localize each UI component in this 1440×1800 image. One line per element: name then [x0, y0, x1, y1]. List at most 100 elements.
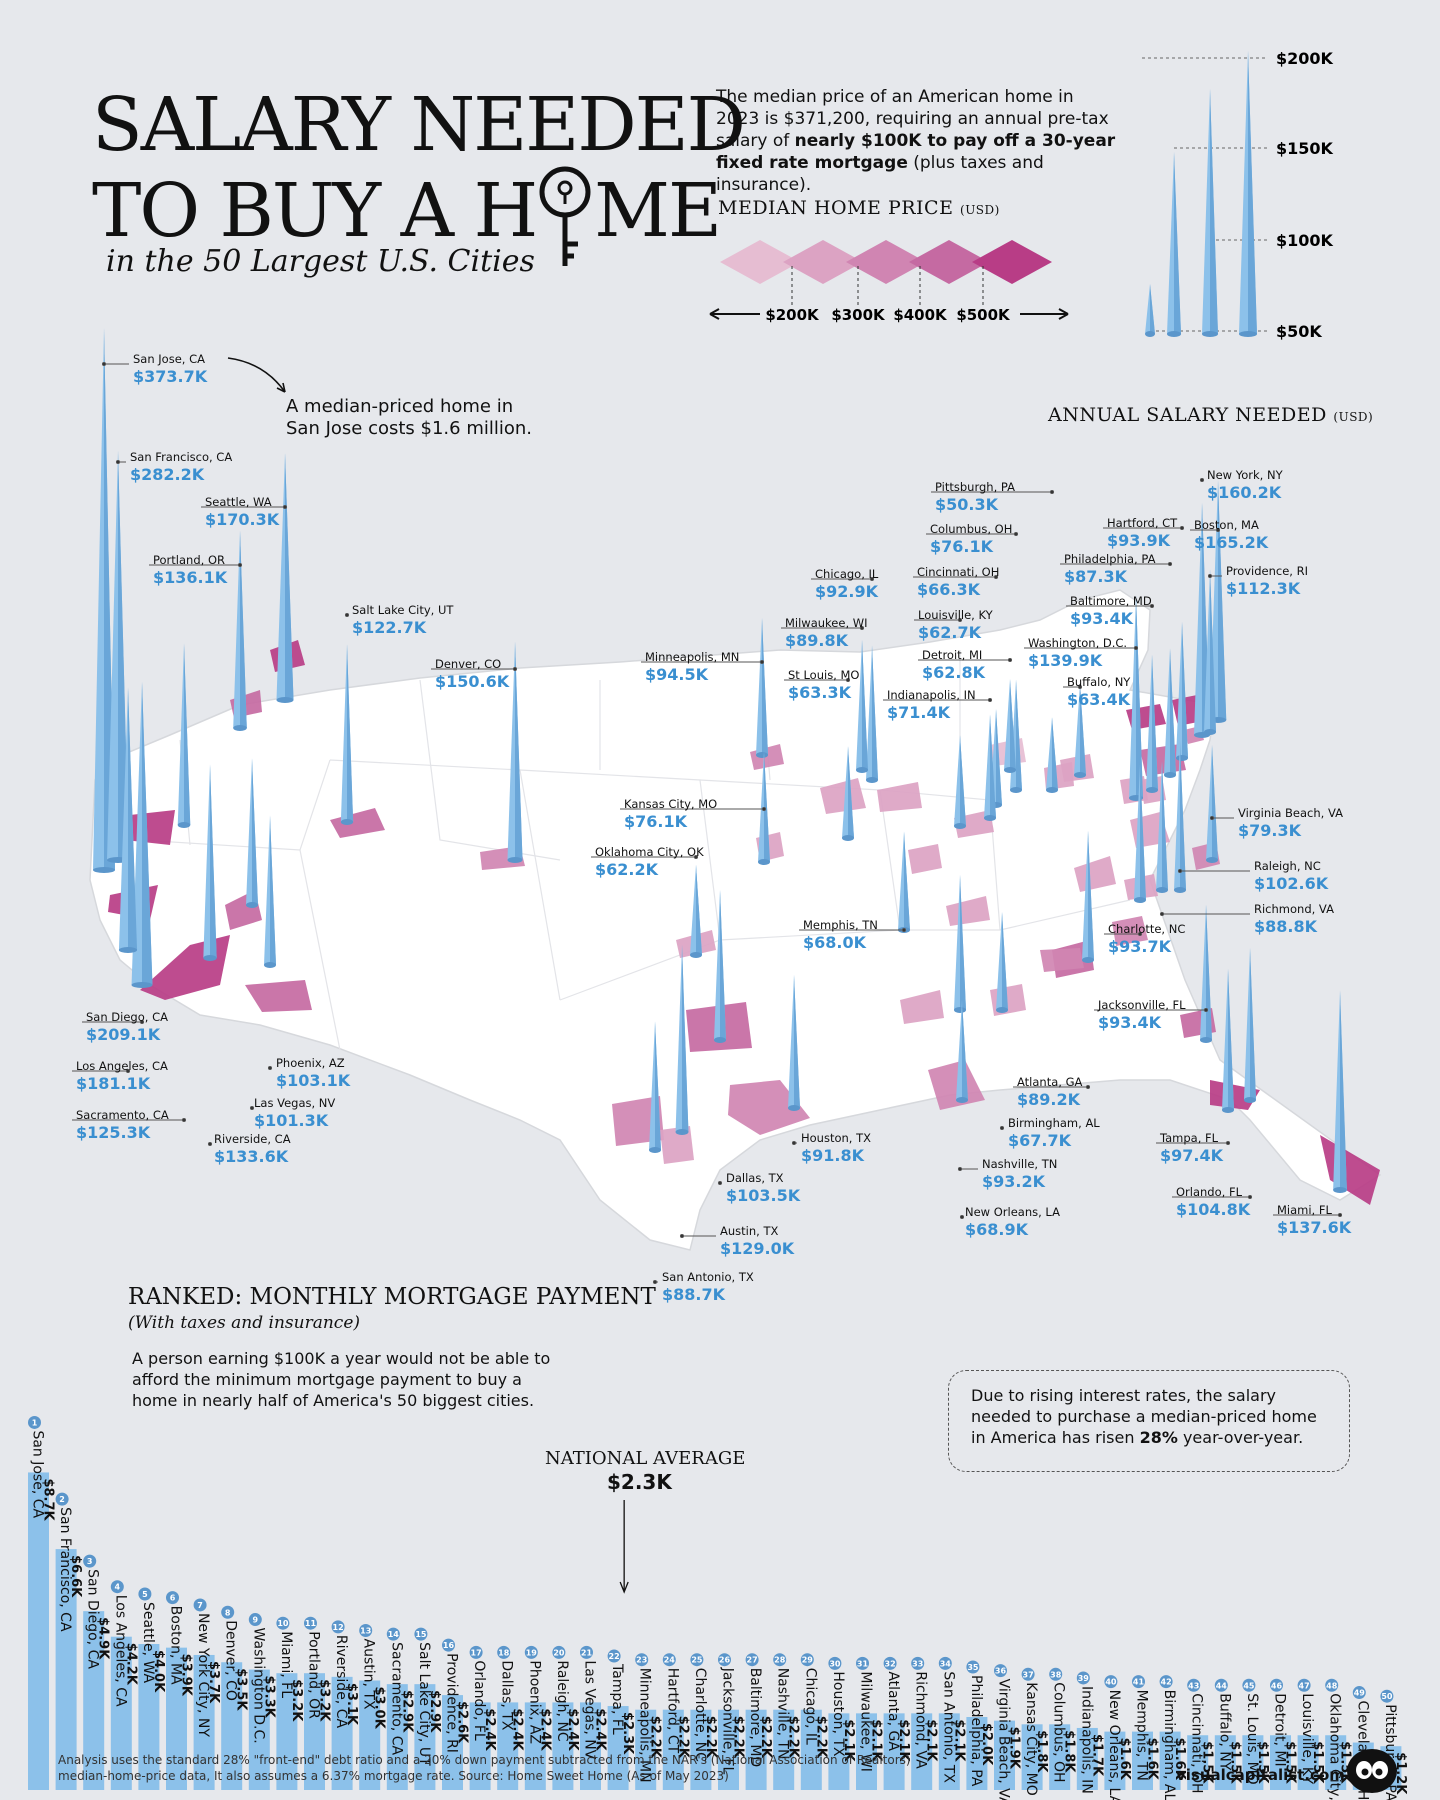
price-legend-swatch [783, 240, 863, 284]
leader-line [959, 1168, 978, 1171]
rank-badge [221, 1605, 235, 1619]
rank-bar-value: $1.5K [1200, 1741, 1215, 1784]
salary-tick-100k: $100K [1276, 231, 1334, 250]
price-tick-300k: $300K [831, 306, 886, 324]
rank-number: 36 [995, 1667, 1007, 1676]
rank-bar-city: Tampa, FL [609, 1663, 625, 1735]
rank-bar-city: Virginia Beach, VA [996, 1679, 1012, 1800]
rank-badge [166, 1591, 179, 1605]
rank-bar-value: $2.4K [510, 1708, 525, 1751]
city-name-label: Indianapolis, IN [887, 688, 976, 702]
leader-dot [1207, 573, 1213, 579]
city-name-label: Atlanta, GA [1017, 1075, 1083, 1089]
price-legend: $200K $300K $400K $500K [709, 240, 1069, 324]
rank-number: 19 [526, 1648, 538, 1657]
salary-tick-150k: $150K [1276, 139, 1334, 158]
rank-number: 12 [333, 1623, 344, 1632]
city-salary-value: $129.0K [720, 1239, 795, 1258]
leader-dot [1179, 525, 1185, 531]
rank-number: 32 [885, 1659, 896, 1668]
rank-bar-city: Baltimore, MD [747, 1668, 763, 1767]
rank-bar-value: $2.4K [537, 1708, 552, 1751]
brand-name[interactable]: visualcapitalist.com [1176, 1766, 1345, 1784]
spike-minneapolis-mn [756, 617, 768, 758]
city-name-label: Los Angeles, CA [76, 1059, 168, 1073]
rank-bar-value: $2.1K [951, 1719, 966, 1762]
rank-number: 49 [1354, 1689, 1366, 1698]
city-name-label: Minneapolis, MN [645, 650, 740, 664]
rank-bar-value: $3.2K [289, 1679, 304, 1722]
city-name-label: New York, NY [1207, 468, 1283, 482]
rank-number: 23 [636, 1656, 647, 1665]
rank-bar [911, 1713, 933, 1790]
rank-badge [552, 1645, 566, 1659]
rank-bar-value: $3.5K [234, 1668, 249, 1711]
rank-number: 20 [553, 1648, 565, 1657]
spike-orlando-fl [1244, 948, 1256, 1103]
leader-dot [652, 1279, 658, 1285]
leader-dot [999, 1125, 1005, 1131]
rank-bar-city: Oklahoma City, OK [1327, 1693, 1343, 1800]
leader-dot [1137, 931, 1143, 937]
rank-bar [331, 1676, 353, 1790]
rank-bar-city: Birmingham, AL [1161, 1690, 1177, 1800]
spike-oklahoma-city-ok [690, 864, 702, 958]
spike-louisville-ky [954, 735, 966, 829]
spike-birmingham-al [996, 911, 1008, 1013]
spike-san-diego-ca [131, 681, 153, 988]
metro-area-region [908, 844, 942, 874]
rank-bar-city: Boston, MA [168, 1606, 184, 1685]
rank-bar [138, 1644, 160, 1790]
city-name-label: San Diego, CA [86, 1010, 168, 1024]
city-salary-value: $89.8K [785, 631, 849, 650]
rank-number: 44 [1216, 1681, 1228, 1690]
rank-bar-city: Sacramento, CA [388, 1642, 404, 1755]
rank-bar-city: Nashville, TN [775, 1668, 791, 1760]
leader-dot [125, 1068, 131, 1074]
rank-bar [1132, 1731, 1153, 1790]
rank-bar [1325, 1735, 1347, 1790]
rank-number: 28 [774, 1656, 786, 1665]
rank-bar [386, 1684, 408, 1790]
leader-dot [1085, 1084, 1091, 1090]
rank-bar [1242, 1735, 1264, 1790]
rank-badge [248, 1613, 262, 1627]
rank-bar-value: $1.6K [1145, 1738, 1160, 1781]
rank-bar [442, 1695, 463, 1790]
ranked-note: A person earning $100K a year would not … [132, 1349, 551, 1410]
metro-area-region [1040, 948, 1084, 972]
leader-dot [207, 1141, 213, 1147]
spike-austin-tx [675, 944, 689, 1135]
rank-bar [304, 1673, 325, 1790]
city-name-label: Baltimore, MD [1070, 594, 1152, 608]
rank-badge [1242, 1678, 1256, 1692]
city-salary-value: $94.5K [645, 665, 709, 684]
spike-atlanta-ga [1082, 830, 1094, 963]
rank-badge [1049, 1667, 1063, 1681]
city-salary-value: $101.3K [254, 1111, 329, 1130]
salary-legend: $200K $150K $100K $50K [1142, 49, 1334, 341]
rank-badge [469, 1645, 483, 1659]
rank-bar-city: Riverside, CA [333, 1635, 349, 1729]
city-salary-value: $112.3K [1226, 579, 1301, 598]
leader-dot [1077, 684, 1083, 690]
rank-bar-city: San Antonio, TX [940, 1671, 956, 1783]
city-salary-value: $92.9K [815, 582, 879, 601]
rank-number: 18 [498, 1648, 510, 1657]
rank-number: 48 [1326, 1681, 1338, 1690]
rank-badge [386, 1627, 400, 1641]
leader-dot [993, 574, 999, 580]
rank-badge [773, 1653, 787, 1667]
city-name-label: San Francisco, CA [130, 450, 233, 464]
rank-badge [607, 1649, 621, 1663]
leader-dot [1167, 561, 1173, 567]
rank-bar [1076, 1727, 1098, 1790]
